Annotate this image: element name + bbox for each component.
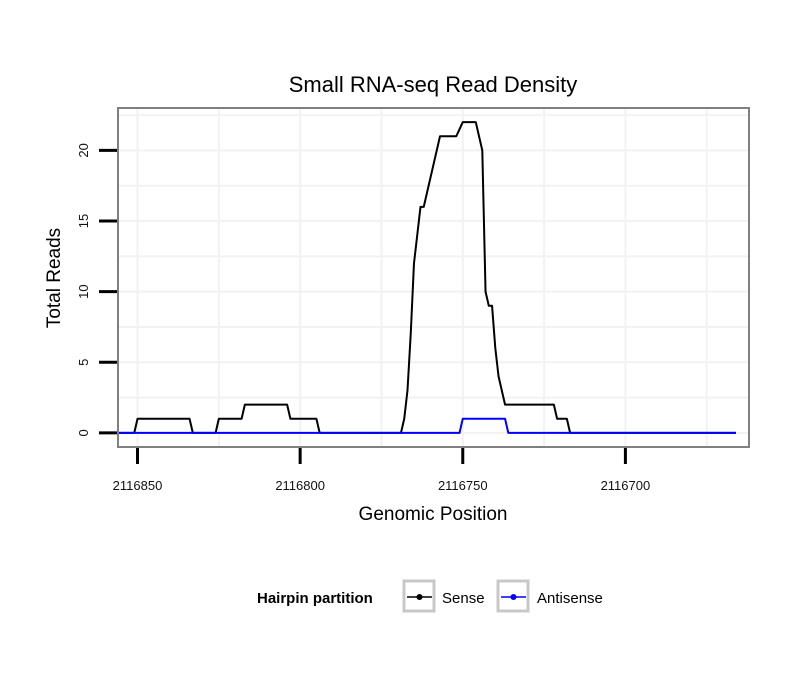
x-tick-label: 2116700 — [601, 478, 651, 493]
x-tick-label: 2116750 — [438, 478, 488, 493]
legend-key-sense — [402, 579, 436, 613]
y-axis-title: Total Reads — [44, 228, 65, 328]
plot-background — [118, 108, 749, 447]
legend: Hairpin partition Sense Antisense — [257, 579, 603, 613]
series-line-sense — [118, 121, 736, 434]
legend-point-sense — [416, 594, 423, 600]
plot-border — [117, 107, 750, 448]
legend-label-sense: Sense — [442, 590, 485, 607]
chart-title: Small RNA-seq Read Density — [289, 72, 578, 97]
y-tick-label: 10 — [76, 284, 91, 298]
y-tick-label: 15 — [76, 214, 91, 228]
y-tick-label: 0 — [76, 429, 91, 436]
x-axis: 2116850 2116800 2116750 2116700 — [113, 448, 651, 493]
x-tick-label: 2116800 — [275, 478, 325, 493]
legend-point-antisense — [510, 594, 517, 600]
grid — [118, 108, 749, 447]
legend-title: Hairpin partition — [257, 590, 373, 607]
x-axis-title: Genomic Position — [359, 504, 508, 525]
y-axis: 0 5 10 15 20 — [76, 143, 117, 436]
legend-label-antisense: Antisense — [537, 590, 603, 607]
y-tick-label: 5 — [76, 359, 91, 366]
series-line-antisense — [118, 417, 736, 434]
y-tick-label: 20 — [76, 143, 91, 157]
series-layer — [118, 121, 736, 434]
x-tick-label: 2116850 — [113, 478, 163, 493]
